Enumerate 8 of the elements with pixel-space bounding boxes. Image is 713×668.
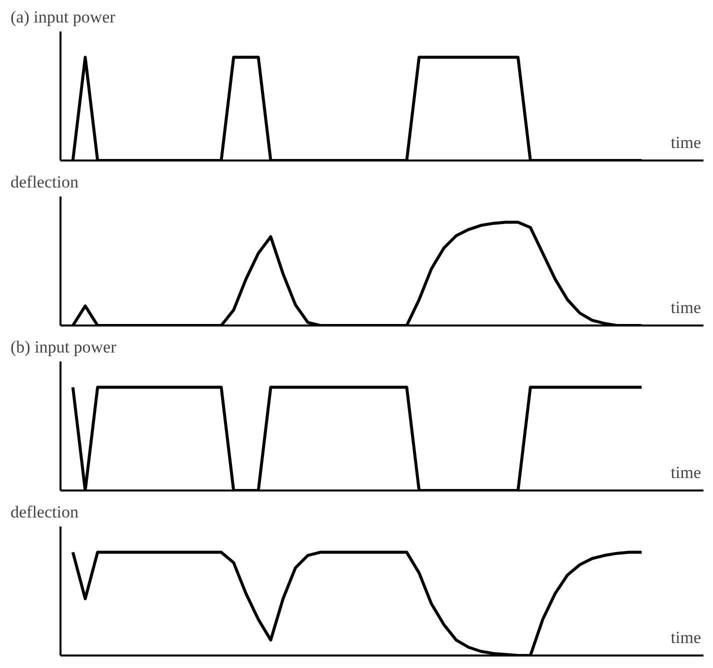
chart-title: deflection — [10, 502, 79, 522]
x-axis-title: time — [670, 298, 702, 318]
x-axis-title: time — [670, 628, 702, 648]
chart-title: deflection — [10, 172, 79, 192]
chart-title: (b) input power — [10, 338, 117, 356]
x-axis-title: time — [670, 133, 702, 152]
x-axis-title: time — [670, 463, 702, 482]
chart-title: (a) input power — [10, 8, 116, 26]
